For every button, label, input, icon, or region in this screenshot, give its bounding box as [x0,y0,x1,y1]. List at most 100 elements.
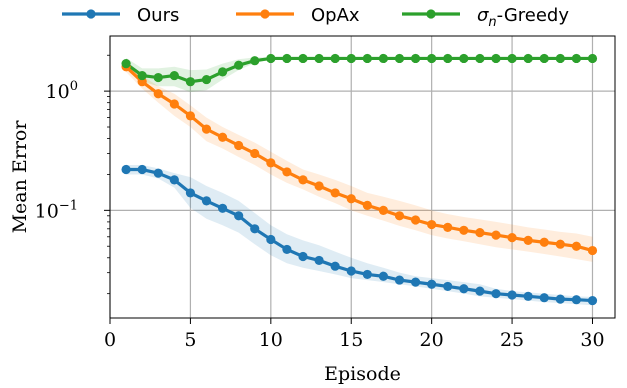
ours-point [250,224,260,234]
ours-point [217,203,228,213]
ours-point [539,293,549,303]
ours-point [443,281,453,292]
sigma-greedy-legend-marker [426,9,436,19]
ours-point [314,255,324,266]
ours-point [394,275,405,285]
sigma-greedy-point [185,77,196,87]
ours-point [298,251,308,262]
opax-point [153,89,163,99]
sigma-greedy-point [362,53,372,64]
legend: Ours OpAx σn-Greedy [62,5,569,30]
sigma-greedy-point [378,53,389,64]
opax-point [298,175,308,185]
opax-point [394,211,405,221]
opax-line [124,65,593,253]
x-tick-label: 0 [104,329,116,351]
sigma-greedy-point [459,53,469,64]
opax-point [266,158,276,168]
x-tick-label: 20 [420,329,444,351]
sigma-greedy-band [126,57,593,93]
opax-point [330,188,340,198]
sigma-greedy-point [282,53,292,64]
ours-point [169,175,179,185]
opax-point [443,222,453,232]
ours-point [491,289,501,299]
ours-point [282,244,292,255]
opax-legend-marker [260,9,270,19]
opax-point [217,132,228,142]
ours-point [266,234,276,245]
opax-point [555,239,565,249]
opax-point [169,99,179,109]
opax-point [410,215,421,225]
x-tick-label: 5 [184,329,196,351]
axes: 0 5 10 15 20 25 30 100 10−1 [35,54,605,351]
y-tick-label: 10−1 [35,198,78,222]
sigma-greedy-point [346,53,356,64]
opax-band [126,62,593,262]
opax-point [571,241,582,251]
opax-point [427,219,437,230]
ours-point [507,290,517,300]
ours-point [346,266,356,276]
ours-point [475,286,485,296]
sigma-greedy-point [587,53,598,64]
sigma-greedy-point [201,74,212,85]
opax-point [201,124,212,134]
sigma-greedy-point [523,53,533,64]
x-tick-label: 15 [339,329,363,351]
sigma-greedy-point [153,72,163,83]
ours-point [427,279,437,289]
opax-point [282,167,292,177]
ours-point [555,294,565,304]
opax-point [507,233,517,243]
opax-legend-label: OpAx [311,5,360,26]
sigma-greedy-point [217,67,228,77]
plot-frame [109,35,616,319]
x-tick-label: 10 [259,329,283,351]
sigma-greedy-point [571,53,582,64]
opax-point [459,225,469,235]
sigma-greedy-point [410,53,421,64]
opax-point [314,181,324,191]
sigma-greedy-point [314,53,324,64]
opax-point [475,228,485,238]
opax-point [250,148,260,159]
sigma-greedy-legend-label: σn-Greedy [477,5,569,30]
opax-point [539,237,549,247]
opax-point [378,205,389,215]
ours-point [587,295,598,306]
x-axis-label: Episode [324,363,401,385]
ours-point [234,211,244,221]
x-tick-label: 25 [500,329,524,351]
ours-point [121,164,131,175]
ours-point [201,196,212,206]
sigma-greedy-point [394,53,405,64]
y-tick-label: 100 [46,79,78,103]
ours-legend-label: Ours [137,5,179,26]
sigma-greedy-point [169,70,179,81]
sigma-greedy-point [137,70,147,81]
ours-point [571,295,582,305]
opax-point [185,111,196,121]
sigma-greedy-point [443,53,453,64]
sigma-greedy-point [250,56,260,66]
sigma-greedy-point [234,60,244,70]
opax-point [362,200,372,211]
ours-point [330,261,340,271]
ours-point [459,284,469,294]
ours-point [523,291,533,301]
x-tick-label: 30 [580,329,604,351]
opax-point [234,140,244,151]
sigma-greedy-point [427,53,437,64]
opax-point [491,230,501,240]
ours-point [153,168,163,178]
sigma-greedy-point [330,53,340,64]
opax-point [587,245,598,256]
ours-point [362,269,372,280]
ours-point [378,271,389,281]
sigma-greedy-point [507,53,517,64]
confidence-bands [126,57,593,306]
